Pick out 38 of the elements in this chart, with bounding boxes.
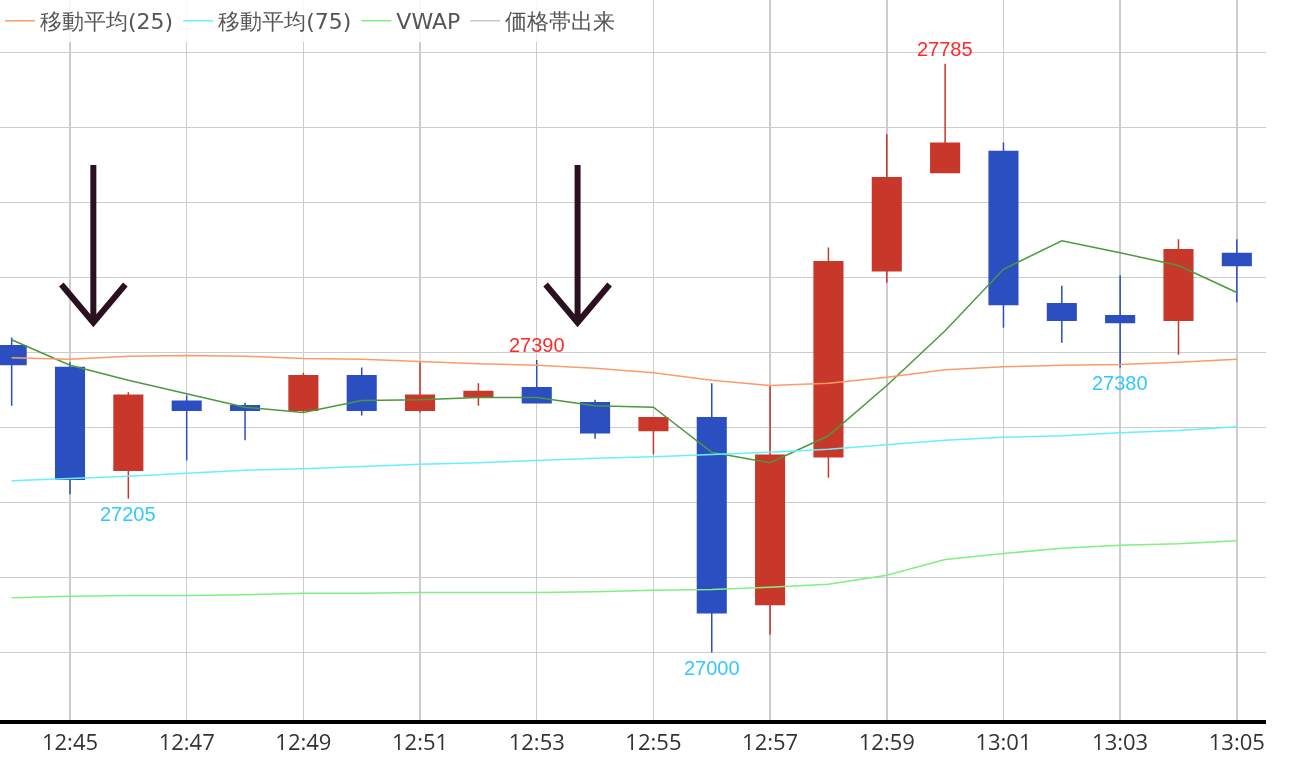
candlestick xyxy=(405,361,436,414)
x-tick-label: 12:55 xyxy=(625,726,682,757)
candlestick xyxy=(1046,285,1077,344)
candlestick xyxy=(288,372,319,414)
candlestick xyxy=(1105,274,1136,369)
x-tick-label: 12:45 xyxy=(41,726,99,757)
x-tick-label: 13:03 xyxy=(1092,726,1149,757)
annotation: 27390 xyxy=(509,334,565,356)
x-tick-label: 12:53 xyxy=(508,726,565,757)
candlestick xyxy=(54,361,86,495)
legend-label: VWAP xyxy=(396,9,461,35)
x-tick-label: 12:51 xyxy=(392,726,449,757)
legend-label: 移動平均(25) xyxy=(40,9,174,35)
x-tick-label: 12:49 xyxy=(275,726,332,757)
candlestick xyxy=(813,246,844,479)
candlestick xyxy=(638,417,669,456)
candlestick xyxy=(1163,238,1194,356)
candlestick xyxy=(580,399,611,440)
legend-label: 移動平均(75) xyxy=(218,9,352,35)
candlestick xyxy=(871,133,902,284)
candlestick xyxy=(988,141,1019,329)
annotation: 27380 xyxy=(1092,372,1148,394)
candlestick xyxy=(346,366,377,417)
candlestick xyxy=(930,63,961,174)
annotation: 27205 xyxy=(100,503,156,525)
x-tick-label: 13:05 xyxy=(1208,726,1265,757)
candlestick xyxy=(521,359,552,404)
legend-label: 価格帯出来 xyxy=(505,9,616,35)
annotation: 27000 xyxy=(684,657,740,679)
annotation: 27785 xyxy=(917,38,973,60)
candlestick xyxy=(1221,238,1252,303)
candlestick xyxy=(696,382,727,654)
x-tick-label: 12:57 xyxy=(742,726,799,757)
x-tick-label: 12:47 xyxy=(158,726,215,757)
x-tick-label: 13:01 xyxy=(975,726,1032,757)
x-tick-label: 12:59 xyxy=(858,726,915,757)
candlestick xyxy=(171,394,202,462)
candlestick xyxy=(113,391,144,500)
